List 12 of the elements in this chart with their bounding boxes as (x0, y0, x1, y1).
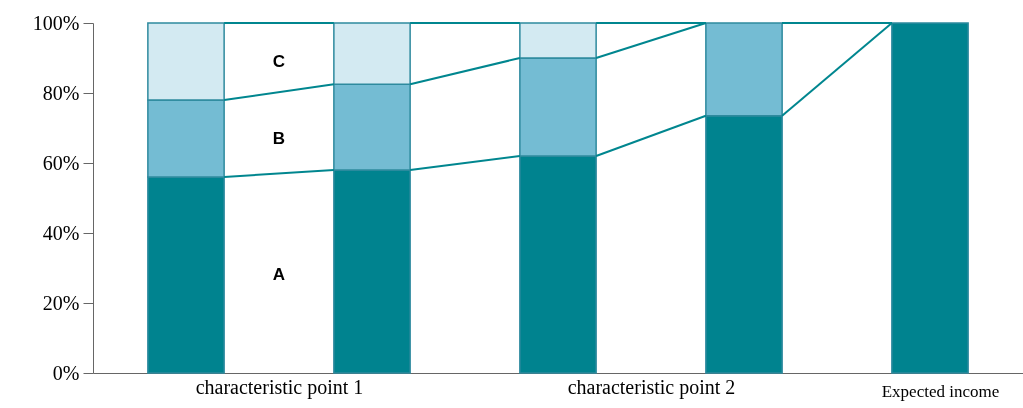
x-tick-label: characteristic point 1 (195, 375, 364, 399)
y-tick-label: 80% (42, 81, 80, 104)
y-tick-label: 40% (42, 221, 80, 244)
x-tick-label: Expected income (881, 381, 1000, 401)
y-tick-label: 0% (52, 361, 80, 384)
text: A (272, 265, 286, 284)
text: C (272, 51, 286, 71)
text: B (272, 128, 286, 148)
y-tick-label: 60% (42, 151, 80, 174)
y-tick-label: 20% (42, 291, 80, 314)
y-tick-label: 100% (32, 11, 80, 34)
x-tick-label: characteristic point 2 (567, 375, 736, 399)
